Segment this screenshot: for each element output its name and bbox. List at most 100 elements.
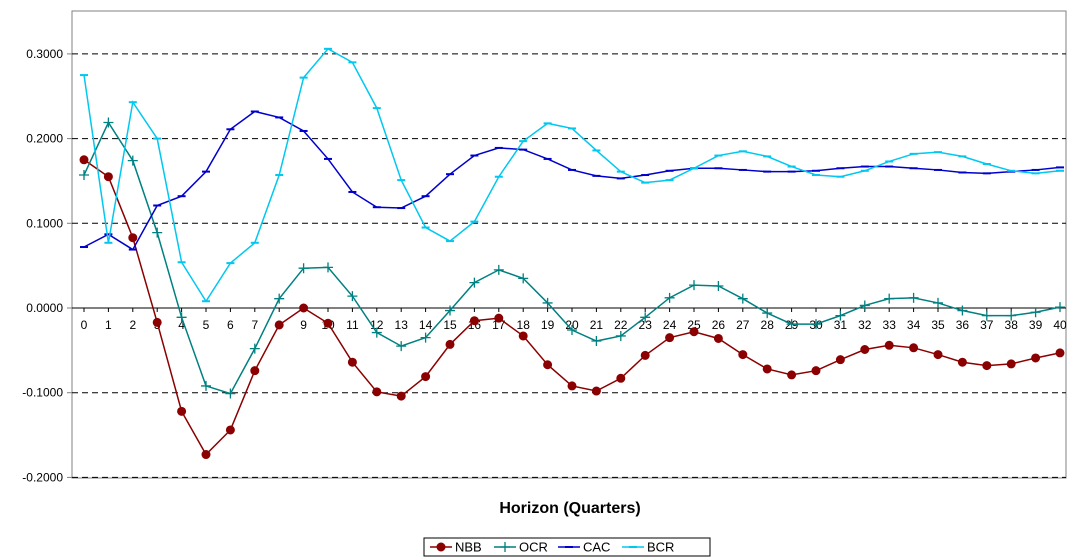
series-ocr-point	[835, 310, 846, 321]
series-ocr	[79, 117, 1065, 399]
series-nbb-point	[957, 357, 967, 367]
series-nbb-point	[1031, 353, 1041, 363]
series-nbb-point	[372, 387, 382, 397]
x-tick-label: 5	[203, 318, 210, 332]
series-nbb-point	[421, 372, 431, 382]
series-nbb-point	[860, 345, 870, 355]
series-nbb-point	[128, 233, 138, 243]
series-ocr-point	[469, 277, 480, 288]
x-tick-label: 7	[251, 318, 258, 332]
legend-item-ocr: OCR	[494, 540, 548, 555]
y-axis: -0.2000 -0.1000 0.0000 0.1000 0.2000 0.3000	[22, 47, 72, 484]
series-ocr-point	[689, 280, 699, 291]
series-nbb-point	[835, 355, 845, 365]
legend-label: OCR	[519, 540, 548, 555]
series-nbb-point	[79, 155, 89, 165]
series-ocr-point	[1006, 310, 1017, 321]
series-nbb-point	[225, 425, 235, 435]
x-tick-label: 23	[639, 318, 653, 332]
series-nbb-point	[762, 364, 772, 374]
series-ocr-point	[859, 300, 870, 311]
series-nbb-point	[591, 386, 601, 396]
legend-label: BCR	[647, 540, 674, 555]
x-tick-label: 0	[81, 318, 88, 332]
x-tick-label: 24	[663, 318, 677, 332]
series-nbb-point	[909, 343, 919, 353]
x-tick-label: 28	[761, 318, 775, 332]
series-ocr-point	[811, 319, 821, 330]
legend-point	[500, 542, 510, 552]
x-tick-label: 6	[227, 318, 234, 332]
x-tick-label: 36	[956, 318, 970, 332]
series-ocr-point	[274, 293, 285, 304]
series-ocr-point	[1030, 307, 1041, 318]
series-ocr-point	[737, 293, 748, 304]
series-nbb-point	[884, 340, 894, 350]
series-nbb-point	[982, 361, 992, 371]
y-tick-label: -0.1000	[22, 386, 63, 400]
x-tick-label: 35	[931, 318, 945, 332]
series-ocr-point	[420, 332, 431, 343]
series-ocr-point	[103, 117, 114, 128]
series-ocr-point	[518, 273, 529, 284]
legend-label: NBB	[455, 540, 482, 555]
x-tick-label: 2	[129, 318, 136, 332]
series-ocr-point	[664, 292, 675, 303]
series-nbb-point	[103, 172, 113, 182]
series-bcr	[80, 47, 1064, 303]
y-tick-label: 0.1000	[26, 216, 63, 230]
y-tick-label: 0.3000	[26, 47, 63, 61]
series-ocr-point	[445, 305, 455, 316]
series-ocr-point	[713, 280, 724, 291]
series-ocr-point	[225, 388, 236, 399]
x-tick-label: 1	[105, 318, 112, 332]
legend-item-cac: CAC	[558, 540, 610, 555]
legend: NBB OCR CAC BCR	[423, 537, 711, 557]
series-nbb-point	[445, 339, 455, 349]
series-ocr-point	[298, 263, 309, 274]
gridlines	[72, 53, 1066, 478]
series-nbb-point	[323, 318, 333, 328]
x-tick-label: 38	[1005, 318, 1019, 332]
series-ocr-point	[884, 293, 895, 304]
legend-item-nbb: NBB	[430, 540, 482, 555]
series-nbb-point	[177, 406, 187, 416]
series-nbb	[79, 155, 1065, 460]
x-tick-label: 15	[443, 318, 457, 332]
series-ocr-point	[493, 264, 504, 275]
series-ocr-point	[786, 319, 797, 330]
x-tick-label: 21	[590, 318, 604, 332]
y-tick-label: 0.2000	[26, 132, 63, 146]
series-nbb-point	[347, 357, 357, 367]
series-nbb-point	[640, 350, 650, 360]
legend-label: CAC	[583, 540, 610, 555]
series-ocr-point	[396, 341, 407, 352]
series-nbb-point	[494, 313, 504, 323]
series-ocr-point	[591, 336, 602, 347]
x-tick-label: 40	[1053, 318, 1067, 332]
series-group	[79, 47, 1065, 460]
series-nbb-point	[518, 331, 528, 341]
series-nbb-point	[616, 373, 626, 383]
x-tick-label: 11	[346, 318, 359, 332]
series-ocr-point	[762, 308, 773, 319]
series-ocr-point	[201, 380, 211, 391]
series-ocr-point	[640, 312, 651, 323]
series-nbb-point	[713, 333, 723, 343]
x-tick-label: 39	[1029, 318, 1043, 332]
x-tick-label: 22	[614, 318, 628, 332]
series-ocr-point	[542, 297, 553, 308]
series-ocr-point	[152, 227, 163, 238]
legend-point	[436, 542, 446, 552]
series-nbb-point	[396, 391, 406, 401]
x-axis-title: Horizon (Quarters)	[499, 500, 640, 517]
series-ocr-point	[371, 327, 382, 338]
series-nbb-point	[299, 303, 309, 313]
x-tick-label: 34	[907, 318, 921, 332]
x-tick-label: 4	[178, 318, 185, 332]
series-nbb-point	[152, 317, 162, 327]
x-tick-label: 33	[883, 318, 897, 332]
series-nbb-point	[250, 366, 260, 376]
series-ocr-point	[79, 170, 89, 181]
